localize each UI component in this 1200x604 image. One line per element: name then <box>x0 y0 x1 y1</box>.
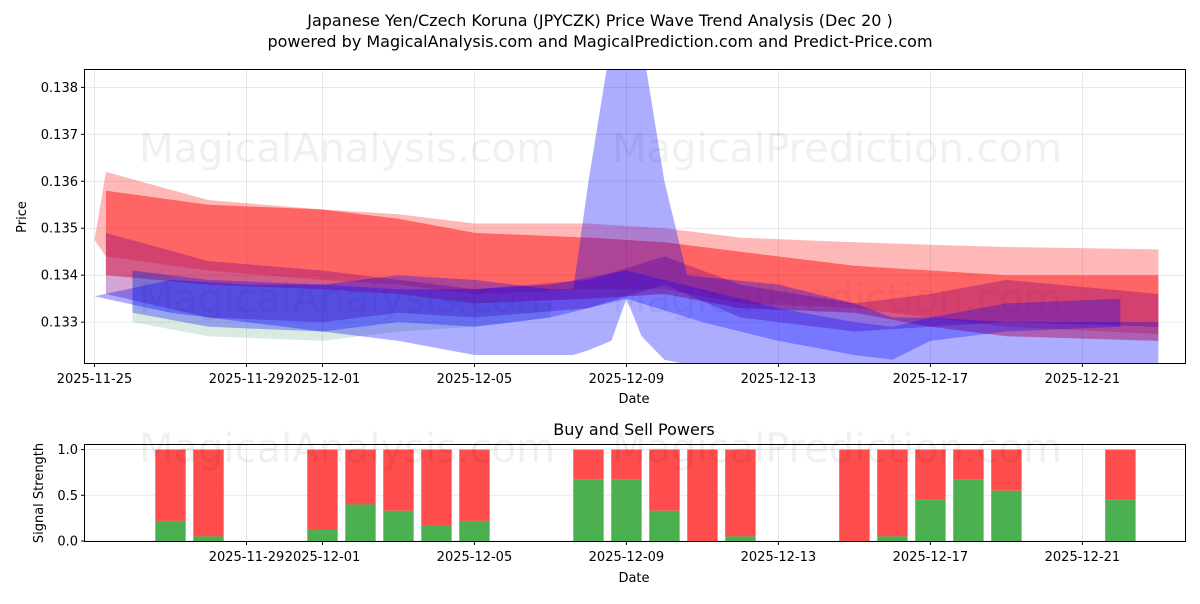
band-red-wave-upper <box>94 171 1159 334</box>
watermark-analysis-bottom: MagicalAnalysis.com <box>139 426 555 472</box>
signal-x-tick-label: 2025-12-09 <box>589 550 665 565</box>
signal-y-ticks: 0.0 0.5 1.0 <box>57 443 85 550</box>
band-purple-wave <box>105 232 1159 332</box>
signal-x-axis-label: Date <box>618 571 649 586</box>
sell-bar <box>991 449 1022 491</box>
price-axes-frame <box>84 69 1186 364</box>
buy-bar <box>725 536 756 541</box>
watermark-prediction-top: MagicalPrediction.com <box>612 126 1062 172</box>
buy-bar <box>345 504 376 541</box>
price-y-tick-label: 0.133 <box>41 316 78 331</box>
sell-bar <box>307 449 338 531</box>
signal-x-tick-label: 2025-12-17 <box>893 550 969 565</box>
price-x-tick-label: 2025-12-13 <box>741 372 817 387</box>
signal-y-tick-label: 0.5 <box>57 489 78 504</box>
price-x-tick-label: 2025-12-05 <box>437 372 513 387</box>
watermark-prediction-bottom: MagicalPrediction.com <box>612 426 1062 472</box>
figure-title-line2: powered by MagicalAnalysis.com and Magic… <box>267 32 932 51</box>
sell-bar <box>155 449 186 521</box>
sell-bar <box>421 449 452 526</box>
band-red-wave-main <box>105 190 1159 341</box>
band-blue-wave-wide <box>94 70 1159 363</box>
band-green-wave <box>132 270 551 341</box>
sell-bar <box>953 449 984 480</box>
buy-bar <box>459 520 490 541</box>
sell-bar <box>611 449 642 480</box>
sell-bar <box>383 449 414 511</box>
signal-plot-title: Buy and Sell Powers <box>553 420 715 439</box>
buy-bar <box>915 499 946 541</box>
sell-bar <box>193 449 224 537</box>
buy-bar <box>1105 499 1136 541</box>
price-bands <box>94 70 1159 363</box>
watermark-analysis-top: MagicalAnalysis.com <box>139 126 555 172</box>
signal-y-axis-label: Signal Strength <box>32 443 47 543</box>
price-y-axis-label: Price <box>15 201 30 233</box>
figure-title-line1: Japanese Yen/Czech Koruna (JPYCZK) Price… <box>306 11 893 30</box>
signal-x-ticks: 2025-11-29 2025-12-01 2025-12-05 2025-12-09… <box>209 541 1120 565</box>
buy-bar <box>155 520 186 541</box>
price-y-tick-label: 0.136 <box>41 175 78 190</box>
price-x-tick-label: 2025-12-21 <box>1045 372 1121 387</box>
price-grid <box>85 70 1185 363</box>
signal-x-tick-label: 2025-12-13 <box>741 550 817 565</box>
buy-bar <box>991 490 1022 541</box>
price-y-tick-label: 0.137 <box>41 128 78 143</box>
buy-bar <box>877 536 908 541</box>
band-blue-wave-core <box>132 270 1121 360</box>
buy-bar <box>383 510 414 541</box>
sell-bar <box>687 449 718 541</box>
sell-bar <box>649 449 680 511</box>
sell-bar <box>459 449 490 521</box>
price-y-ticks: 0.133 0.134 0.135 0.136 0.137 0.138 <box>41 81 85 331</box>
signal-y-tick-label: 0.0 <box>57 535 78 550</box>
price-y-tick-label: 0.135 <box>41 222 78 237</box>
sell-bar <box>877 449 908 537</box>
buy-bar <box>193 536 224 541</box>
watermark-prediction-mid: MagicalPrediction.com <box>612 276 1062 322</box>
buy-bar <box>649 510 680 541</box>
price-x-ticks: 2025-11-25 2025-11-29 2025-12-01 2025-12-05… <box>57 363 1120 387</box>
sell-bar <box>573 449 604 480</box>
signal-x-tick-label: 2025-12-21 <box>1045 550 1121 565</box>
price-wave-plot: MagicalAnalysis.com MagicalPrediction.co… <box>15 69 1186 407</box>
signal-plot: Buy and Sell Powers MagicalAnalysis.com … <box>32 420 1186 586</box>
sell-bar <box>1105 449 1136 500</box>
sell-bar <box>839 449 870 541</box>
sell-bar <box>915 449 946 500</box>
price-x-tick-label: 2025-12-01 <box>285 372 361 387</box>
signal-x-tick-label: 2025-12-01 <box>285 550 361 565</box>
price-x-tick-label: 2025-12-09 <box>589 372 665 387</box>
signal-x-tick-label: 2025-12-05 <box>437 550 513 565</box>
buy-bar <box>573 479 604 541</box>
sell-bar <box>345 449 376 505</box>
price-x-tick-label: 2025-11-25 <box>57 372 133 387</box>
price-watermarks: MagicalAnalysis.com MagicalPrediction.co… <box>139 126 1062 322</box>
signal-x-tick-label: 2025-11-29 <box>209 550 285 565</box>
price-y-tick-label: 0.134 <box>41 269 78 284</box>
signal-y-tick-label: 1.0 <box>57 443 78 458</box>
sell-bar <box>725 449 756 537</box>
price-x-axis-label: Date <box>618 392 649 407</box>
watermark-analysis-mid: MagicalAnalysis.com <box>139 276 555 322</box>
signal-bars <box>155 449 1136 541</box>
price-y-tick-label: 0.138 <box>41 81 78 96</box>
price-x-tick-label: 2025-12-17 <box>893 372 969 387</box>
buy-bar <box>611 479 642 541</box>
signal-axes-frame <box>84 444 1186 542</box>
price-x-tick-label: 2025-11-29 <box>209 372 285 387</box>
buy-bar <box>421 525 452 541</box>
buy-bar <box>953 479 984 541</box>
buy-bar <box>307 530 338 541</box>
